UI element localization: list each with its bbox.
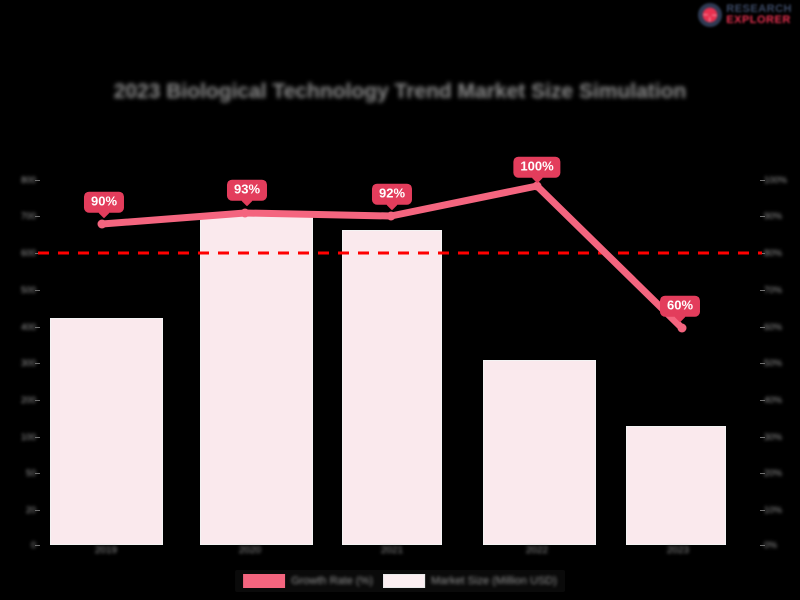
- y-axis-right-tick: 70%: [764, 285, 783, 295]
- axis-tick-mark: [760, 400, 765, 401]
- y-axis-right-tick: 20%: [764, 468, 783, 478]
- axis-tick-mark: [35, 473, 40, 474]
- axis-tick-mark: [35, 510, 40, 511]
- data-label-2023: 60%: [659, 295, 701, 317]
- legend-swatch-bar: [383, 574, 425, 588]
- y-axis-left-tick: 200: [20, 395, 36, 405]
- axis-tick-mark: [760, 510, 765, 511]
- y-axis-right-tick: 30%: [764, 432, 783, 442]
- bar-2021[interactable]: [342, 230, 442, 545]
- axis-tick-mark: [760, 327, 765, 328]
- legend-item-line[interactable]: Growth Rate (%): [243, 574, 373, 588]
- logo-target-icon: [698, 3, 723, 27]
- axis-tick-mark: [760, 290, 765, 291]
- logo-wordmark: RESEARCH EXPLORER: [726, 4, 792, 26]
- axis-tick-mark: [35, 327, 40, 328]
- logo-line-2: EXPLORER: [726, 14, 791, 26]
- x-axis-label: 2020: [238, 545, 262, 556]
- axis-tick-mark: [760, 253, 765, 254]
- axis-tick-mark: [35, 363, 40, 364]
- axis-tick-mark: [35, 216, 40, 217]
- y-axis-right-tick: 0%: [764, 540, 778, 550]
- y-axis-right-tick: 90%: [764, 211, 783, 221]
- y-axis-left-tick: 700: [20, 211, 36, 221]
- y-axis-left: 800 700 600 500 400 300 200 100 50 20 0: [0, 170, 40, 550]
- y-axis-left-tick: 300: [20, 358, 36, 368]
- x-axis-label: 2023: [666, 545, 690, 556]
- y-axis-left-tick: 500: [20, 285, 36, 295]
- axis-tick-mark: [35, 290, 40, 291]
- y-axis-left-tick: 400: [20, 322, 36, 332]
- y-axis-right-tick: 80%: [764, 248, 783, 258]
- axis-tick-mark: [35, 400, 40, 401]
- y-axis-left-tick: 800: [20, 175, 36, 185]
- data-label-2020: 93%: [226, 179, 268, 201]
- y-axis-right-tick: 40%: [764, 395, 783, 405]
- axis-tick-mark: [35, 437, 40, 438]
- y-axis-right-tick: 60%: [764, 322, 783, 332]
- x-axis-label: 2022: [525, 545, 549, 556]
- chart-title: 2023 Biological Technology Trend Market …: [113, 80, 687, 103]
- bar-2020[interactable]: [200, 216, 313, 545]
- axis-tick-mark: [35, 253, 40, 254]
- line-data-point[interactable]: [97, 219, 107, 229]
- bar-2019[interactable]: [50, 318, 163, 545]
- y-axis-left-tick: 20: [25, 505, 36, 515]
- y-axis-right: 100% 90% 80% 70% 60% 50% 40% 30% 20% 10% 0%: [760, 170, 800, 550]
- data-label-2021: 92%: [371, 183, 413, 205]
- x-axis-labels: 2019 2020 2021 2022 2023: [40, 545, 760, 563]
- y-axis-right-tick: 10%: [764, 505, 783, 515]
- logo-line-1: RESEARCH: [726, 3, 792, 15]
- y-axis-left-tick: 100: [20, 432, 36, 442]
- axis-tick-mark: [760, 473, 765, 474]
- legend-label-line: Growth Rate (%): [291, 575, 373, 587]
- x-axis-label: 2019: [94, 545, 118, 556]
- brand-logo: RESEARCH EXPLORER: [698, 3, 792, 27]
- x-axis-label: 2021: [380, 545, 404, 556]
- chart-legend: Growth Rate (%) Market Size (Million USD…: [235, 570, 565, 592]
- axis-tick-mark: [760, 437, 765, 438]
- line-data-point[interactable]: [677, 323, 687, 333]
- bar-2023[interactable]: [626, 426, 726, 545]
- y-axis-right-tick: 50%: [764, 358, 783, 368]
- bar-2022[interactable]: [483, 360, 596, 545]
- legend-label-bar: Market Size (Million USD): [431, 575, 557, 587]
- data-label-2019: 90%: [83, 191, 125, 213]
- y-axis-right-tick: 100%: [764, 175, 788, 185]
- axis-tick-mark: [760, 363, 765, 364]
- axis-tick-mark: [760, 180, 765, 181]
- line-data-point[interactable]: [386, 211, 396, 221]
- axis-tick-mark: [35, 180, 40, 181]
- axis-tick-mark: [35, 545, 40, 546]
- axis-tick-mark: [760, 216, 765, 217]
- y-axis-left-tick: 0: [30, 540, 36, 550]
- legend-swatch-line: [243, 574, 286, 588]
- legend-item-bar[interactable]: Market Size (Million USD): [383, 574, 557, 588]
- y-axis-left-tick: 50: [25, 468, 36, 478]
- axis-tick-mark: [760, 545, 765, 546]
- y-axis-left-tick: 600: [20, 248, 36, 258]
- data-label-2022: 100%: [513, 156, 561, 178]
